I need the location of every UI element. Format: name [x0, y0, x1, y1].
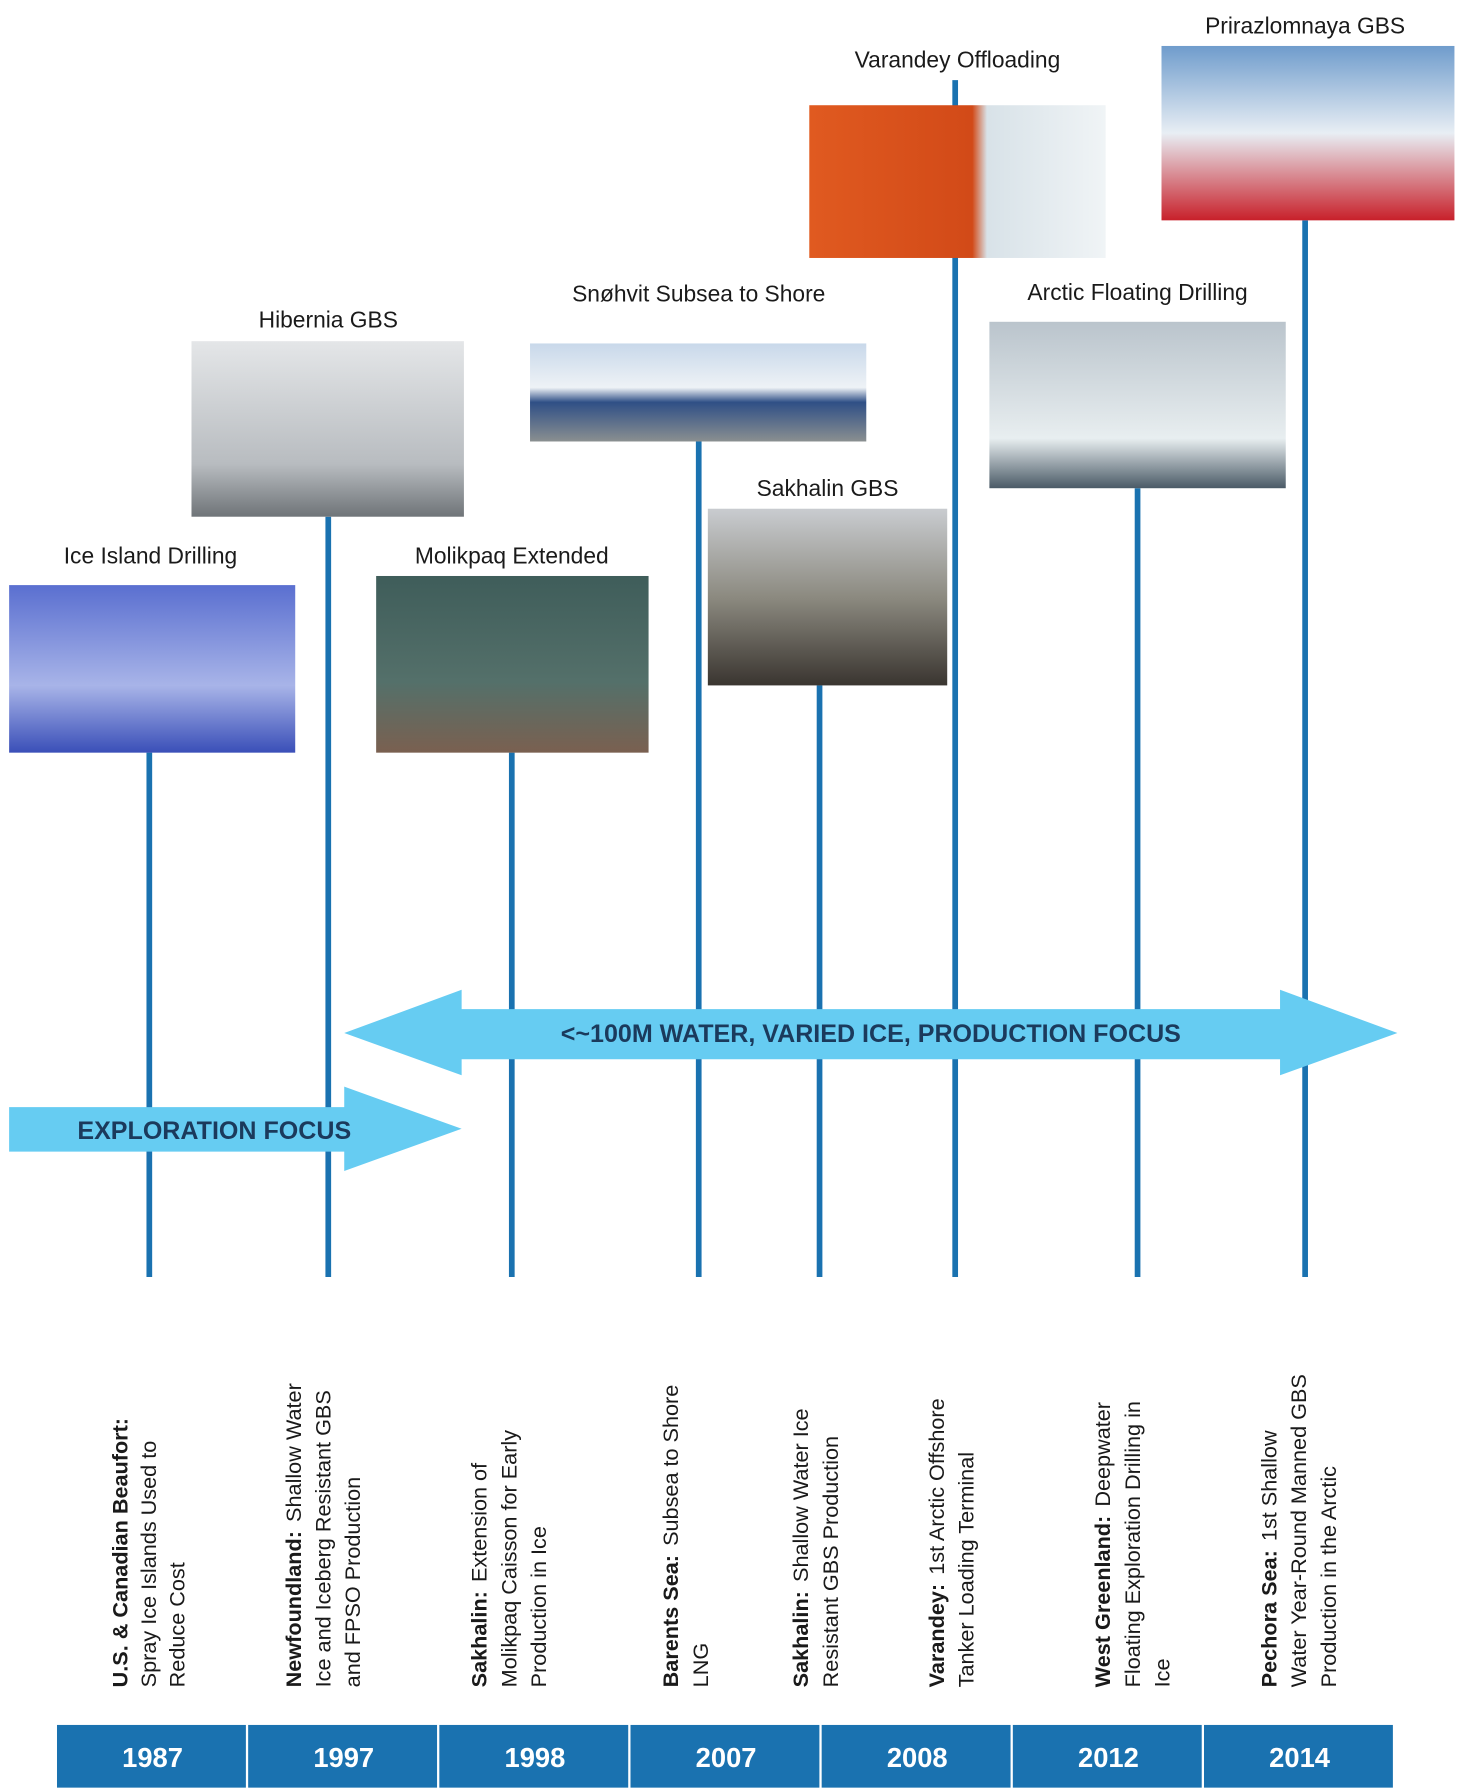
year-cell [1204, 1724, 1393, 1788]
year-label: 2012 [1078, 1742, 1139, 1773]
year-label: 2008 [887, 1742, 948, 1773]
photo-label: Arctic Floating Drilling [1027, 279, 1247, 305]
description-line: Floating Exploration Drilling in [1120, 1401, 1145, 1687]
photo [1161, 45, 1455, 221]
photo [9, 585, 296, 753]
description-line: Sakhalin: Extension of [467, 1462, 492, 1687]
photo-label: Prirazlomnaya GBS [1205, 12, 1405, 38]
description-line: Spray Ice Islands Used to [136, 1441, 161, 1688]
description-text: Shallow Water [281, 1383, 306, 1522]
description-line: and FPSO Production [340, 1477, 365, 1688]
year-cell [821, 1724, 1011, 1788]
photo [707, 508, 948, 686]
description-line: Sakhalin: Shallow Water Ice [788, 1408, 813, 1687]
description-lead: Varandey: [924, 1584, 949, 1687]
description-line: Reduce Cost [165, 1562, 190, 1687]
photo [809, 105, 1106, 258]
year-label: 1998 [504, 1742, 565, 1773]
year-cell [439, 1724, 629, 1788]
description-line: Production in the Arctic [1316, 1466, 1341, 1688]
description-line: Tanker Loading Terminal [953, 1452, 978, 1687]
photo [191, 341, 464, 517]
description-lead: Barents Sea: [658, 1555, 683, 1687]
photo [989, 321, 1286, 489]
photo-label: Molikpaq Extended [415, 542, 609, 568]
year-cell [630, 1724, 820, 1788]
description-line: Ice [1149, 1658, 1174, 1687]
description-line: Pechora Sea: 1st Shallow [1257, 1430, 1282, 1687]
description-line: Newfoundland: Shallow Water [281, 1383, 306, 1687]
description-line: Molikpaq Caisson for Early [496, 1430, 521, 1688]
description-text: 1st Arctic Offshore [924, 1398, 949, 1574]
year-cell [248, 1724, 438, 1788]
photo [376, 575, 649, 753]
description-text: Extension of [467, 1462, 492, 1582]
description-line: Production in Ice [526, 1526, 551, 1687]
photo-label: Sakhalin GBS [757, 475, 899, 501]
description-line: Resistant GBS Production [818, 1436, 843, 1687]
exploration-arrow [9, 1086, 462, 1171]
description-line: Ice and Iceberg Resistant GBS [311, 1390, 336, 1687]
description-lead: Sakhalin: [788, 1591, 813, 1687]
description-line: Barents Sea: Subsea to Shore [658, 1385, 683, 1688]
description-text: Shallow Water Ice [788, 1408, 813, 1582]
year-label: 2014 [1269, 1742, 1331, 1773]
description-text: Deepwater [1090, 1402, 1115, 1507]
description-line: LNG [688, 1643, 713, 1688]
description-line: U.S. & Canadian Beaufort: [108, 1418, 133, 1687]
year-cell [1012, 1724, 1202, 1788]
production-banner: <~100M WATER, VARIED ICE, PRODUCTION FOC… [561, 1020, 1181, 1048]
year-label: 2007 [696, 1742, 757, 1773]
exploration-banner: EXPLORATION FOCUS [77, 1117, 351, 1145]
photo-label: Ice Island Drilling [64, 542, 237, 568]
description-text: 1st Shallow [1257, 1430, 1282, 1541]
year-label: 1997 [313, 1742, 374, 1773]
description-lead: Newfoundland: [281, 1531, 306, 1687]
year-cell [56, 1724, 246, 1788]
photo-label: Snøhvit Subsea to Shore [572, 280, 825, 306]
description-lead: U.S. & Canadian Beaufort: [108, 1418, 133, 1687]
photo [530, 343, 867, 442]
description-lead: Sakhalin: [467, 1591, 492, 1687]
production-arrow [344, 989, 1398, 1076]
photo-label: Hibernia GBS [259, 306, 398, 332]
description-lead: Pechora Sea: [1257, 1550, 1282, 1687]
description-line: West Greenland: Deepwater [1090, 1402, 1115, 1687]
year-label: 1987 [122, 1742, 183, 1773]
description-text: Subsea to Shore [658, 1385, 683, 1546]
photo-label: Varandey Offloading [855, 47, 1061, 73]
description-lead: West Greenland: [1090, 1516, 1115, 1688]
description-line: Water Year-Round Manned GBS [1286, 1374, 1311, 1687]
description-line: Varandey: 1st Arctic Offshore [924, 1398, 949, 1687]
